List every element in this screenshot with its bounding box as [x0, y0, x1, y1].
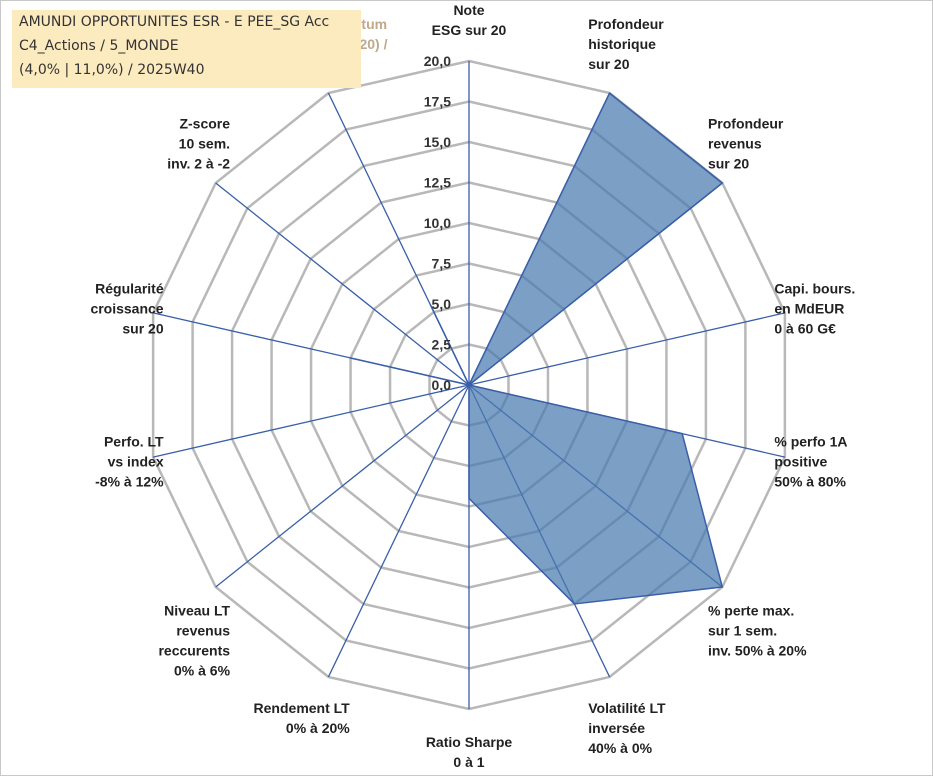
- axis-spoke: [215, 384, 470, 588]
- axis-spoke: [468, 312, 786, 386]
- radar-series: [349, 92, 724, 605]
- tick-label: 17,5: [424, 94, 451, 110]
- axis-label: Volatilité LT inversée 40% à 0%: [588, 700, 666, 756]
- axis-label: Niveau LT revenus reccurents 0% à 6%: [158, 602, 230, 678]
- tick-label: 7,5: [432, 256, 452, 272]
- fund-category: C4_Actions / 5_MONDE: [19, 38, 179, 54]
- fund-stats: (4,0% | 11,0%) / 2025W40: [19, 62, 205, 78]
- axis-label: Perfo. LT vs index -8% à 12%: [95, 434, 164, 490]
- axis-label: Rendement LT 0% à 20%: [254, 700, 351, 736]
- axis-label: Note ESG sur 20: [432, 2, 507, 38]
- fund-info-box: AMUNDI OPPORTUNITES ESR - E PEE_SG Acc C…: [12, 10, 361, 88]
- axis-label: Profondeur revenus sur 20: [708, 116, 784, 172]
- series-area: [349, 92, 724, 605]
- tick-label: 5,0: [432, 296, 452, 312]
- tick-label: 12,5: [424, 175, 451, 191]
- tick-label: 20,0: [424, 53, 451, 69]
- axis-spoke: [215, 182, 470, 386]
- axis-label: Ratio Sharpe 0 à 1: [426, 734, 513, 770]
- axis-label: % perte max. sur 1 sem. inv. 50% à 20%: [708, 602, 807, 658]
- axis-spoke: [152, 384, 470, 458]
- radial-tick-labels: 0,0 2,5 5,0 7,5 10,0 12,5 15,0 17,5 20,0: [424, 53, 451, 393]
- axis-label: % perfo 1A positive 50% à 80%: [774, 434, 847, 490]
- tick-label: 10,0: [424, 215, 451, 231]
- tick-label: 0,0: [432, 377, 452, 393]
- axis-spoke: [327, 384, 470, 678]
- axis-label: Profondeur historique sur 20: [588, 16, 664, 72]
- tick-label: 15,0: [424, 134, 451, 150]
- axis-label: Régularité croissance sur 20: [90, 280, 163, 336]
- axis-label: Z-score 10 sem. inv. 2 à -2: [167, 116, 230, 172]
- axis-label: Capi. bours. en MdEUR 0 à 60 G€: [774, 280, 855, 336]
- fund-name: AMUNDI OPPORTUNITES ESR - E PEE_SG Acc: [19, 14, 330, 30]
- tick-label: 2,5: [432, 337, 452, 353]
